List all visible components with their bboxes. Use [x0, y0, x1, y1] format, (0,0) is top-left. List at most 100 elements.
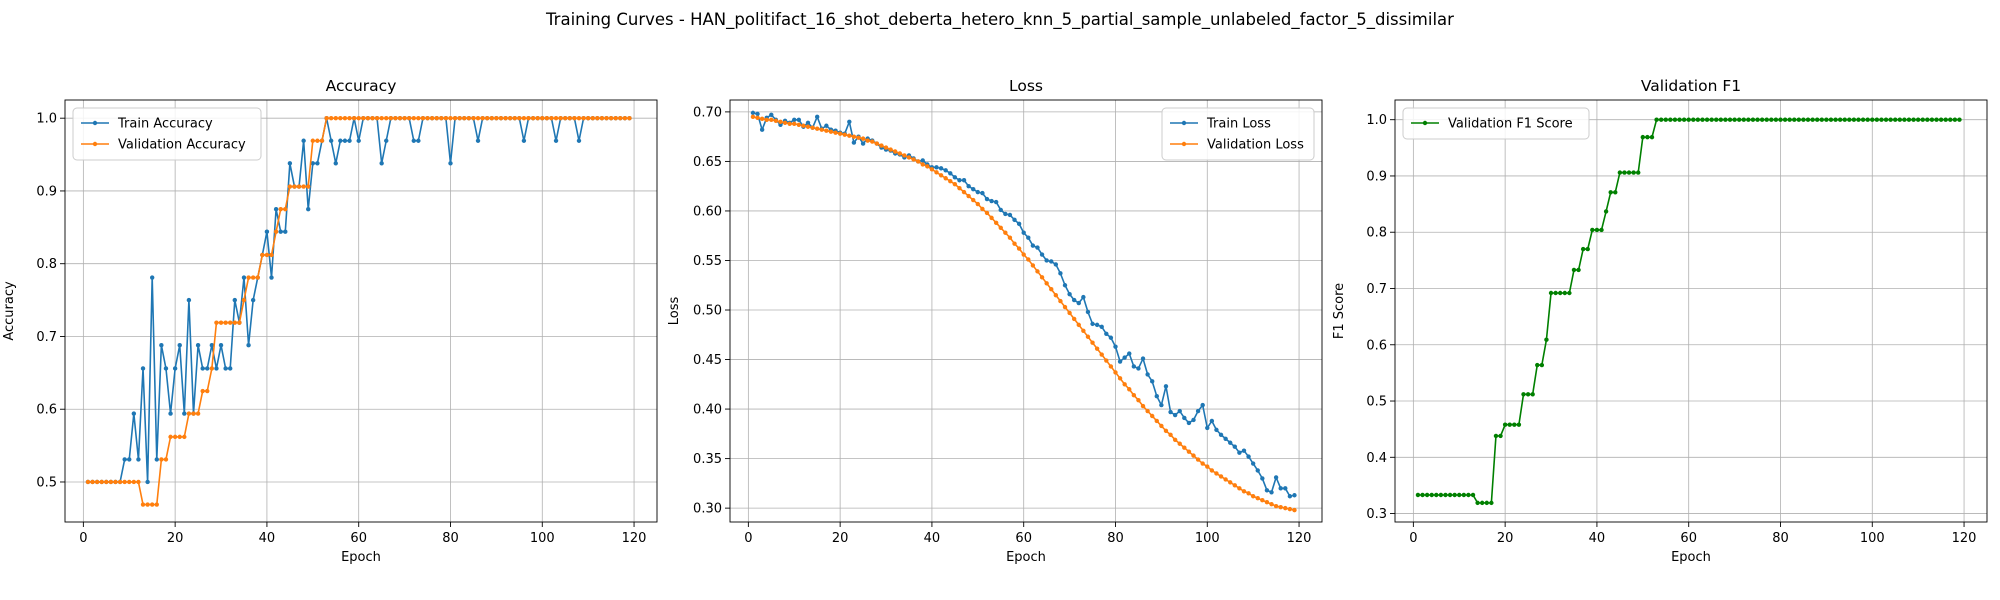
data-point [306, 206, 311, 212]
data-point [1695, 117, 1701, 122]
data-point [319, 138, 325, 143]
data-point [920, 162, 925, 167]
data-point [1269, 490, 1274, 495]
data-point [1035, 269, 1040, 274]
data-point [475, 138, 481, 143]
data-point [1062, 283, 1068, 288]
data-point [1544, 337, 1549, 342]
data-point [1957, 117, 1962, 122]
data-point [1154, 418, 1159, 424]
data-point [544, 115, 550, 121]
data-point [1915, 117, 1921, 122]
data-point [1053, 292, 1059, 298]
x-tick-label: 60 [350, 531, 367, 546]
data-point [1466, 492, 1471, 498]
data-point [1590, 227, 1595, 233]
data-point [856, 135, 861, 140]
data-point [1168, 432, 1173, 438]
data-point [1007, 212, 1013, 218]
data-point [526, 115, 531, 121]
data-point [1218, 432, 1224, 438]
panel-title: Accuracy [326, 77, 397, 95]
data-point [1223, 477, 1228, 482]
data-point [283, 206, 288, 212]
data-point [1067, 310, 1072, 316]
data-point [952, 175, 958, 180]
data-point [113, 479, 118, 485]
data-point [1645, 134, 1650, 140]
x-tick-label: 60 [1680, 531, 1697, 546]
data-point [1016, 221, 1022, 227]
panel-title: Loss [1009, 77, 1043, 95]
y-tick-label: 0.55 [693, 254, 722, 269]
data-point [1099, 324, 1104, 330]
data-point [498, 115, 504, 121]
data-point [388, 115, 394, 121]
y-tick-label: 0.45 [693, 353, 722, 368]
data-point [338, 115, 343, 121]
data-point [906, 155, 912, 160]
data-point [1608, 190, 1613, 195]
data-point [457, 115, 462, 121]
data-point [273, 229, 279, 234]
legend: Train Accuracy Validation Accuracy [72, 107, 262, 161]
x-tick-label: 100 [1195, 531, 1220, 546]
data-point [1209, 468, 1215, 473]
data-point [1154, 393, 1159, 399]
data-point [1260, 476, 1265, 481]
data-point [1117, 376, 1123, 381]
data-point [393, 115, 398, 121]
data-point [1507, 422, 1512, 427]
data-point [411, 138, 416, 143]
y-tick-label: 0.4 [1366, 451, 1387, 466]
data-point [860, 136, 866, 141]
y-tick-label: 0.60 [693, 204, 722, 219]
data-point [1049, 287, 1054, 292]
data-point [590, 115, 595, 121]
data-point [1058, 271, 1063, 276]
data-point [1879, 117, 1884, 122]
chart-panel-3: 0 20 40 60 80 100 120 0.3 0.4 0.5 0.6 0.7 0.8 0.9 1.0 V… [1332, 77, 1988, 565]
data-point [1246, 491, 1251, 496]
data-point [814, 114, 820, 120]
data-point [1498, 433, 1503, 439]
y-tick-label: 0.40 [693, 403, 722, 418]
data-point [1599, 227, 1604, 233]
data-point [283, 229, 288, 234]
y-axis-label: F1 Score [1332, 283, 1347, 339]
data-point [1580, 246, 1586, 252]
data-point [250, 275, 256, 280]
data-point [1273, 503, 1279, 509]
data-point [1810, 117, 1815, 122]
x-tick-label: 80 [1772, 531, 1789, 546]
data-point [232, 297, 237, 303]
data-point [416, 138, 421, 143]
y-tick-label: 0.5 [36, 475, 57, 490]
data-point [296, 184, 302, 189]
data-point [1071, 297, 1077, 303]
data-point [572, 115, 577, 121]
data-point [915, 159, 921, 164]
data-point [1952, 117, 1958, 122]
x-tick-label: 100 [530, 531, 555, 546]
data-point [1759, 117, 1765, 122]
data-point [1865, 117, 1870, 122]
x-tick-label: 120 [622, 531, 647, 546]
y-tick-label: 0.50 [693, 304, 722, 319]
data-point [1021, 230, 1026, 235]
data-point [1571, 267, 1577, 273]
data-point [1429, 492, 1434, 498]
data-point [168, 411, 173, 416]
x-tick-label: 20 [832, 531, 849, 546]
data-point [333, 161, 338, 166]
data-point [1255, 496, 1260, 501]
data-point [998, 225, 1003, 230]
data-point [1938, 117, 1944, 122]
data-point [1792, 117, 1797, 122]
data-point [1273, 475, 1279, 480]
data-point [1723, 117, 1728, 122]
data-point [1856, 117, 1861, 122]
x-tick-label: 120 [1287, 531, 1312, 546]
data-point [920, 158, 925, 163]
data-point [1883, 117, 1889, 122]
